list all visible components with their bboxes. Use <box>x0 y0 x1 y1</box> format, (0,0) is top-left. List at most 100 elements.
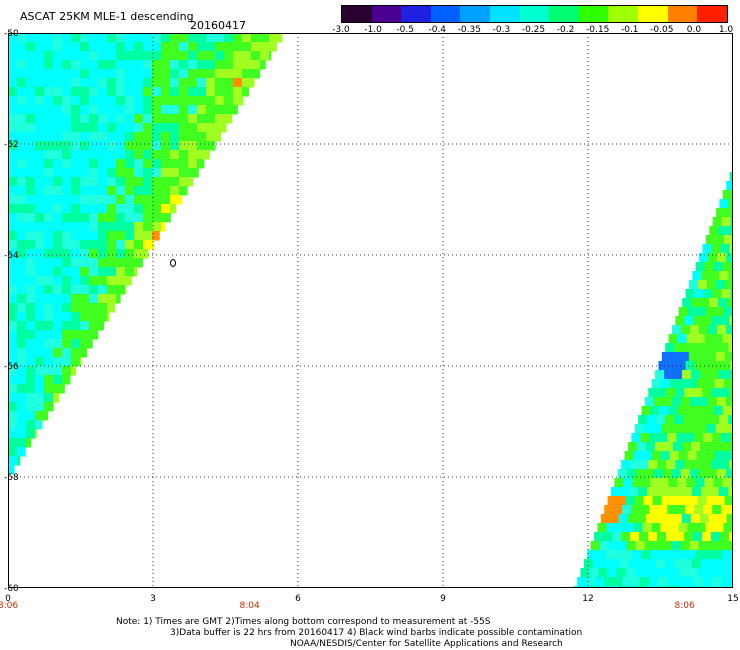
swath-cell <box>671 541 682 551</box>
swath-cell <box>44 375 54 385</box>
swath-cell <box>704 406 715 416</box>
swath-cells <box>8 33 733 588</box>
swath-cell <box>17 114 27 124</box>
swath-cell <box>713 550 723 560</box>
x-tick-label: 3 <box>150 594 156 604</box>
swath-cell <box>134 249 144 259</box>
swath-cell <box>729 460 733 470</box>
swath-cell <box>26 393 36 403</box>
swath-cell <box>125 249 135 259</box>
swath-cell <box>26 123 36 133</box>
swath-cell <box>71 294 81 304</box>
swath-cell <box>8 33 18 43</box>
swath-cell <box>17 33 27 43</box>
colorbar-tick-label: -3.0 <box>332 25 350 35</box>
swath-cell <box>688 496 699 506</box>
swath-cell <box>44 258 54 268</box>
swath-cell <box>694 577 704 587</box>
swath-cell <box>98 276 108 286</box>
swath-cell <box>107 150 117 160</box>
swath-cell <box>672 514 683 524</box>
swath-cell <box>17 321 27 331</box>
swath-cell <box>80 123 90 133</box>
swath-cell <box>8 276 18 286</box>
swath-cell <box>8 465 15 475</box>
swath-cell <box>152 60 162 70</box>
swath-cell <box>143 204 153 214</box>
swath-cell <box>71 123 81 133</box>
swath-cell <box>98 78 108 88</box>
swath-cell <box>35 276 45 286</box>
swath-cell <box>639 532 649 542</box>
swath-cell <box>17 303 27 313</box>
swath-cell <box>35 420 43 430</box>
swath-cell <box>44 402 54 412</box>
swath-cell <box>53 114 63 124</box>
swath-cell <box>17 384 27 394</box>
swath-cell <box>107 285 117 295</box>
colorbar-tick-label: -0.1 <box>620 25 639 35</box>
swath-cell <box>26 411 36 421</box>
swath-cell <box>687 451 698 461</box>
swath-cell <box>622 505 632 515</box>
swath-cell <box>44 177 54 187</box>
swath-cell <box>116 141 126 151</box>
swath-cell <box>26 132 36 142</box>
swath-cell <box>26 384 36 394</box>
swath-cell <box>62 141 72 151</box>
swath-cell <box>89 204 99 214</box>
swath-cell <box>654 442 665 452</box>
swath-cell <box>125 186 135 196</box>
swath-cell <box>653 397 664 407</box>
swath-cell <box>670 352 681 362</box>
swath-cell <box>691 298 701 308</box>
swath-cell <box>80 222 90 232</box>
swath-cell <box>694 505 704 515</box>
swath-cell <box>724 496 733 506</box>
swath-cell <box>98 150 108 160</box>
swath-cell <box>723 379 733 389</box>
swath-cell <box>89 303 99 313</box>
swath-cell <box>80 87 90 97</box>
swath-cell <box>134 105 144 115</box>
swath-cell <box>652 568 663 578</box>
time-label: 8:06 <box>675 601 695 611</box>
swath-cell <box>724 568 733 578</box>
swath-cell <box>197 51 207 61</box>
swath-cell <box>696 307 707 317</box>
swath-cell <box>206 150 210 160</box>
swath-cell <box>673 559 684 569</box>
swath-cell <box>685 361 695 371</box>
swath-cell <box>134 42 144 52</box>
swath-cell <box>125 231 135 241</box>
swath-cell <box>724 280 733 290</box>
swath-cell <box>662 397 673 407</box>
swath-cell <box>26 240 36 250</box>
swath-cell <box>143 186 153 196</box>
swath-cell <box>632 550 642 560</box>
swath-cell <box>107 96 117 106</box>
swath-cell <box>715 496 726 506</box>
swath-cell <box>179 60 189 70</box>
swath-cell <box>705 523 715 533</box>
swath-cell <box>685 577 695 587</box>
swath-cell <box>71 348 81 358</box>
swath-cell <box>26 204 36 214</box>
swath-cell <box>125 114 135 124</box>
swath-cell <box>708 514 719 524</box>
swath-cell <box>206 141 216 151</box>
swath-cell <box>215 42 225 52</box>
swath-cell <box>107 42 117 52</box>
swath-cell <box>152 78 162 88</box>
swath-cell <box>634 424 645 434</box>
swath-cell <box>727 559 733 569</box>
swath-cell <box>107 78 117 88</box>
swath-cell <box>711 388 721 398</box>
swath-cell <box>62 330 72 340</box>
swath-cell <box>89 177 99 187</box>
swath-cell <box>161 141 171 151</box>
swath-cell <box>80 249 90 259</box>
colorbar-swatch <box>667 6 698 22</box>
swath-cell <box>170 114 180 124</box>
swath-cell <box>620 487 630 497</box>
